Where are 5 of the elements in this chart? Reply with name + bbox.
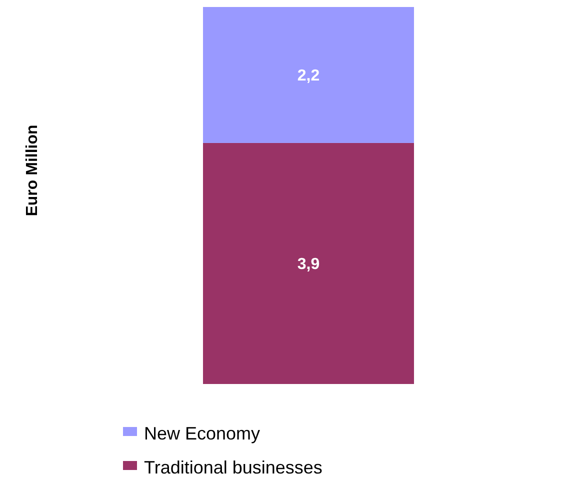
data-label: 3,9	[297, 256, 320, 274]
legend-label: Traditional businesses	[144, 457, 322, 478]
text: Euro Million	[24, 124, 41, 216]
legend-label: New Economy	[144, 423, 260, 444]
data-label: 2,2	[297, 68, 320, 85]
